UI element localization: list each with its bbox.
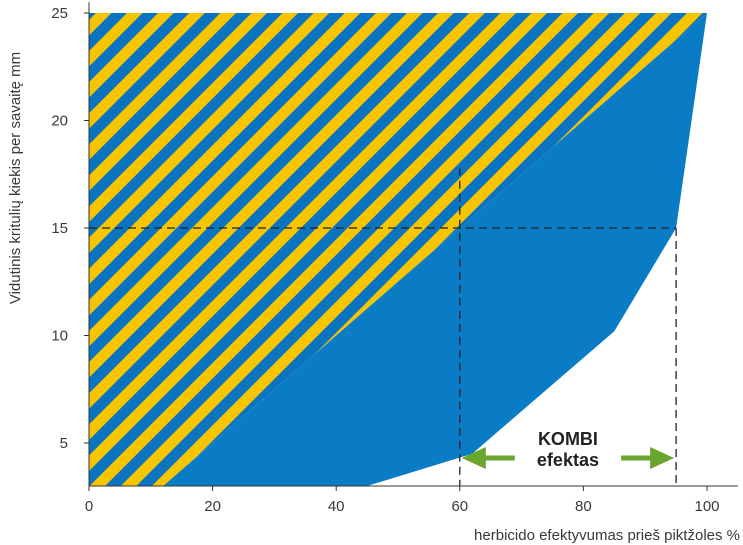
- y-tick-label: 25: [51, 5, 68, 22]
- solid-area: [163, 13, 707, 486]
- y-tick-label: 20: [51, 113, 68, 130]
- y-tick-label: 10: [51, 328, 68, 345]
- y-tick-label: 15: [51, 220, 68, 237]
- x-tick-label: 20: [204, 498, 221, 515]
- y-tick-label: 5: [60, 435, 68, 452]
- right-arrow-head: [650, 447, 675, 470]
- axes: [88, 2, 738, 487]
- x-axis-title: herbicido efektyvumas prieš piktžoles %: [474, 527, 740, 544]
- y-axis-title: Vidutinis kritulių kiekis per savaitę mm: [7, 52, 24, 304]
- x-tick-label: 0: [85, 498, 93, 515]
- plot-regions: [89, 13, 707, 486]
- x-tick-label: 100: [694, 498, 719, 515]
- x-tick-label: 40: [328, 498, 345, 515]
- x-tick-label: 60: [451, 498, 468, 515]
- reference-lines: [89, 167, 677, 486]
- ticks: 0 20 40 60 80 100 5 10 15 20 25: [51, 5, 719, 515]
- striped-area: [89, 13, 707, 486]
- annotation-line-2: efektas: [537, 450, 599, 470]
- left-arrow-head: [461, 447, 486, 470]
- x-tick-label: 80: [575, 498, 592, 515]
- annotation-line-1: KOMBI: [538, 429, 598, 449]
